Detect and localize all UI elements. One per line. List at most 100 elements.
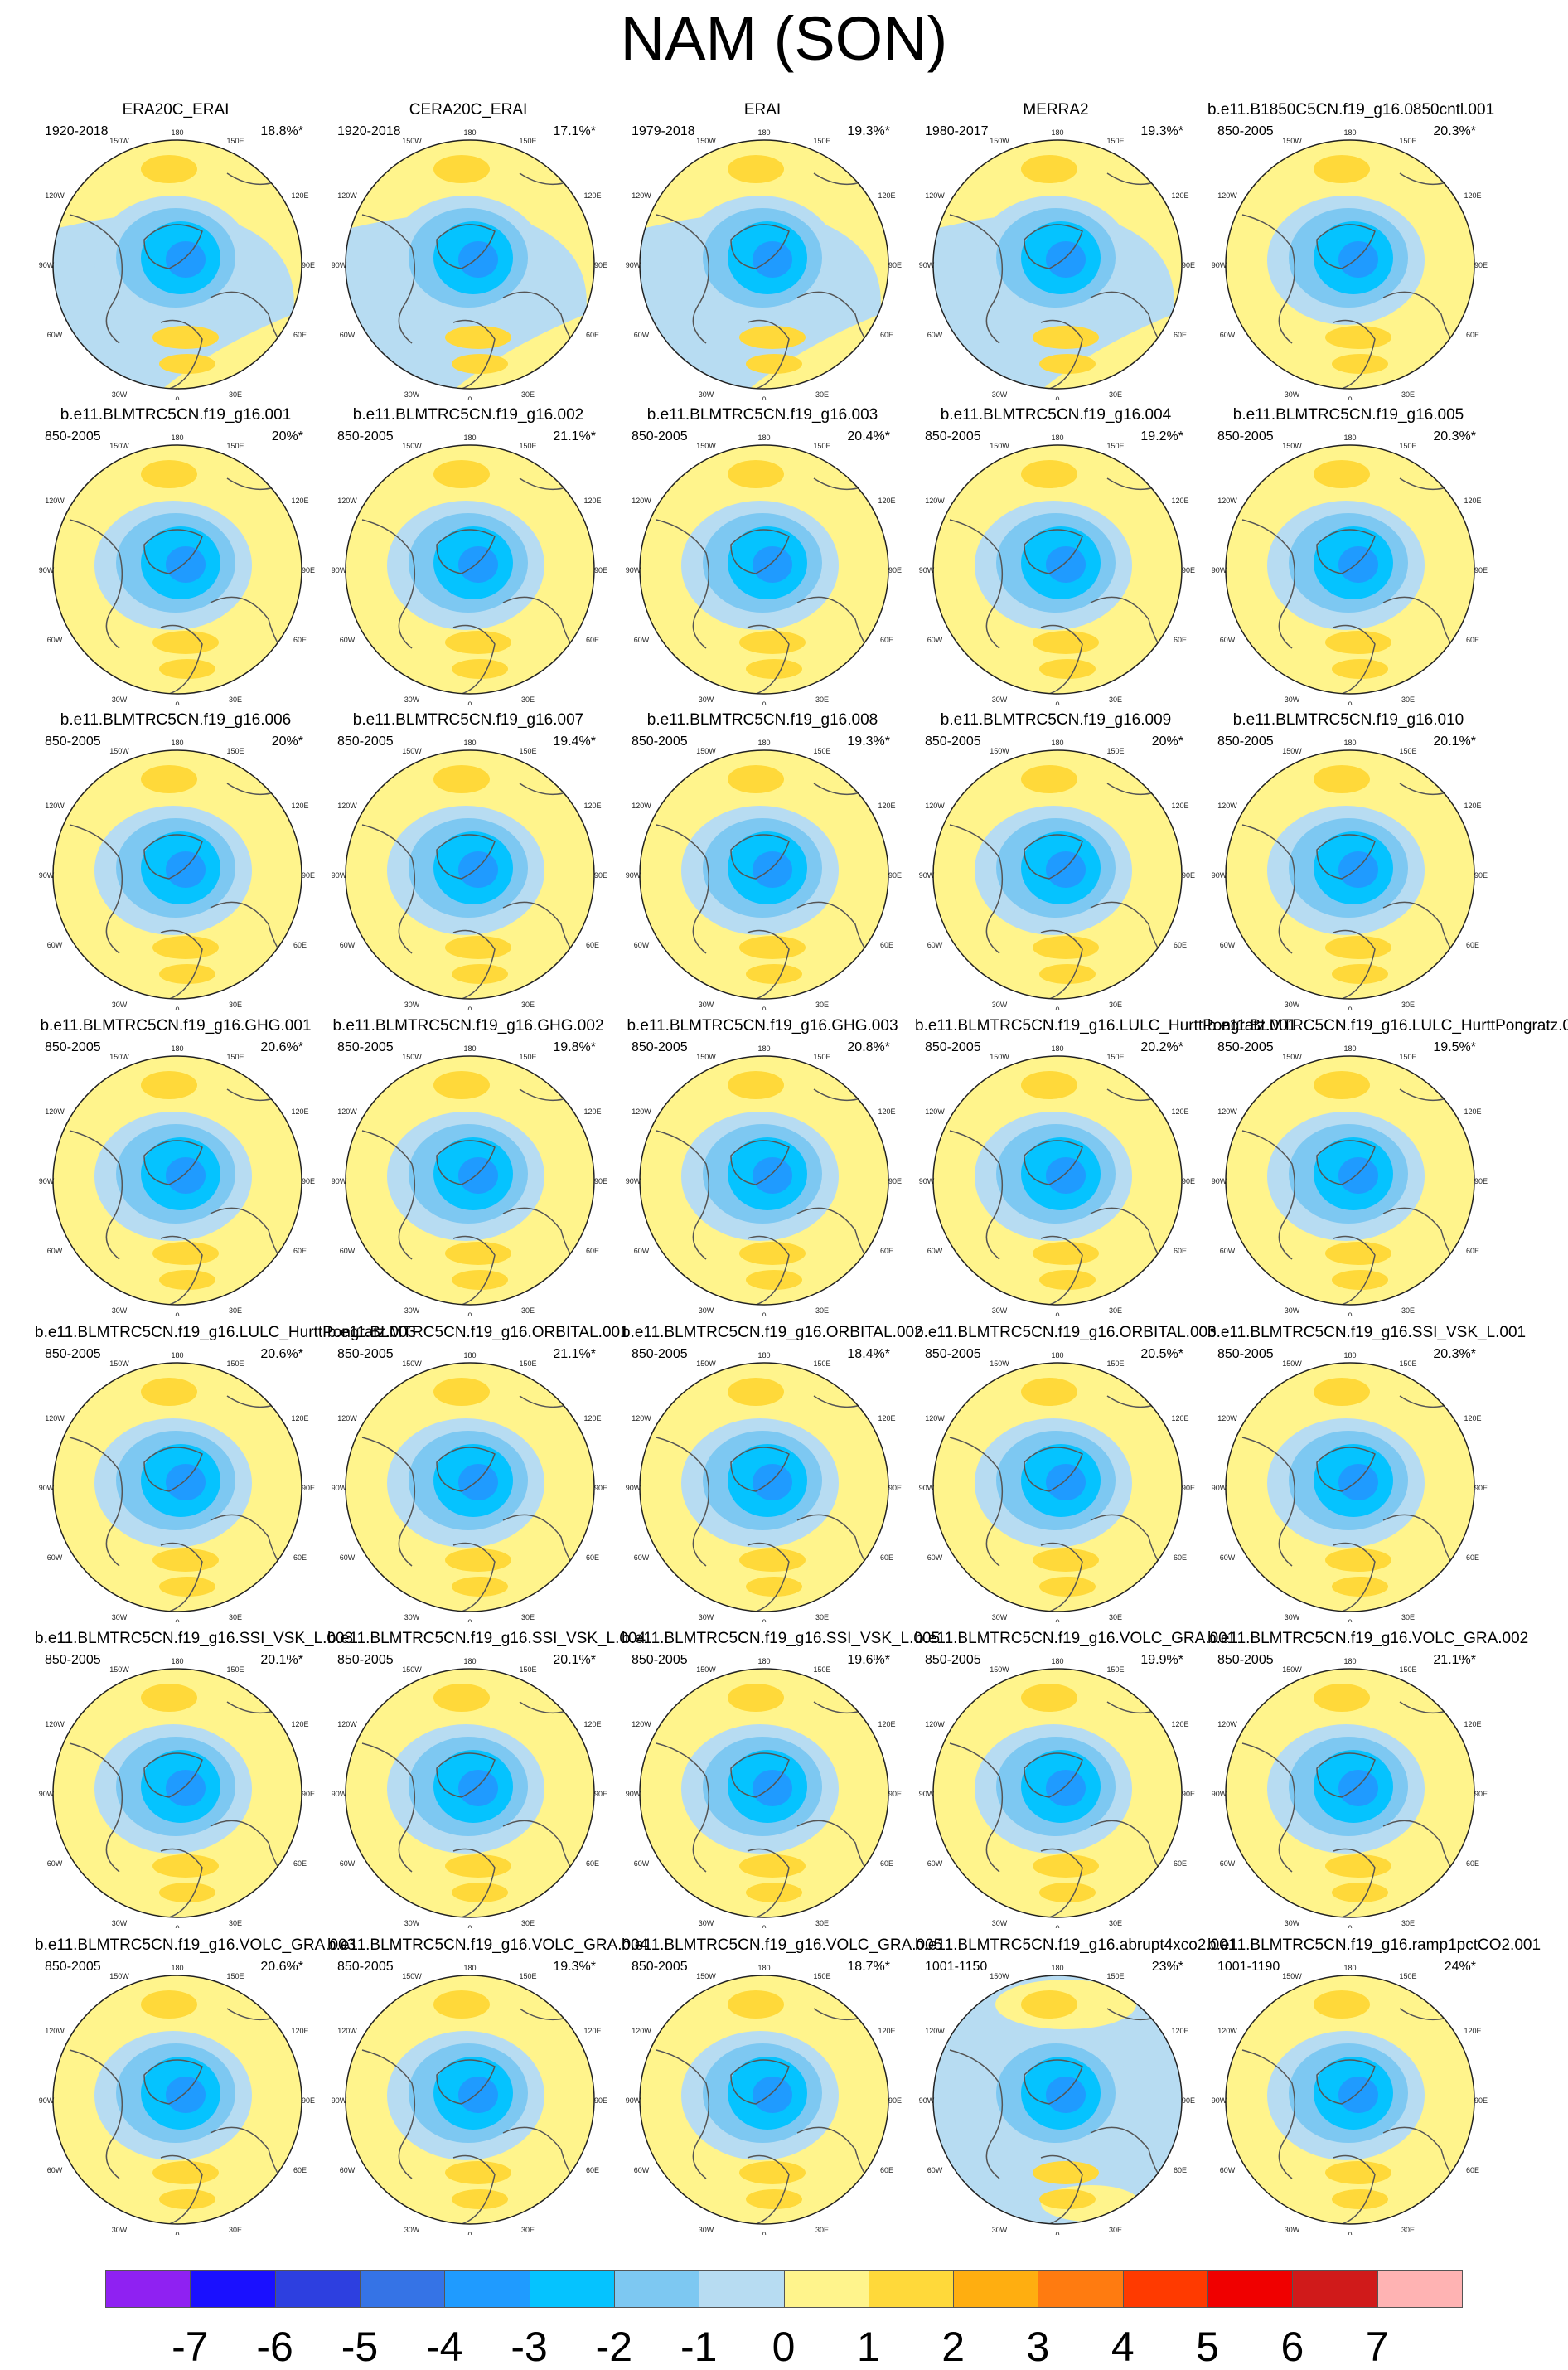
longitude-label: 90W <box>1212 1177 1227 1185</box>
longitude-label: 120E <box>1171 191 1188 200</box>
map-panel: 180 150W 150E 120W 120E 90W 90E 60W 60E 30W 30E 0 b.… <box>915 406 1197 705</box>
panel-name: b.e11.BLMTRC5CN.f19_g16.SSI_VSK_L.005 <box>622 1630 941 1647</box>
colorbar-label: -5 <box>341 2324 379 2370</box>
polar-map: 180 150W 150E 120W 120E 90W 90E 60W 60E 30W 30E 0 <box>332 1351 607 1622</box>
longitude-label: 0 <box>762 395 766 400</box>
longitude-label: 120W <box>45 497 65 505</box>
panel-period: 850-2005 <box>45 1347 101 1361</box>
longitude-label: 90W <box>332 1177 347 1185</box>
map-panel: 180 150W 150E 120W 120E 90W 90E 60W 60E 30W 30E 0 ER… <box>622 101 903 400</box>
longitude-label: 90W <box>332 871 347 880</box>
longitude-label: 120W <box>1217 191 1237 200</box>
panel-name: b.e11.B1850C5CN.f19_g16.0850cntl.001 <box>1207 101 1495 119</box>
polar-map: 180 150W 150E 120W 120E 90W 90E 60W 60E 30W 30E 0 <box>626 128 902 400</box>
longitude-label: 30W <box>1285 1919 1300 1927</box>
longitude-label: 30E <box>229 1919 242 1927</box>
polar-map: 180 150W 150E 120W 120E 90W 90E 60W 60E 30W 30E 0 <box>626 1351 902 1622</box>
longitude-label: 90E <box>302 1790 315 1798</box>
longitude-label: 60E <box>293 1859 307 1868</box>
longitude-label: 150W <box>1282 1665 1302 1674</box>
longitude-label: 30E <box>815 2226 829 2234</box>
longitude-label: 60W <box>1220 331 1236 339</box>
panel-period: 850-2005 <box>925 734 981 749</box>
longitude-label: 90W <box>919 1177 935 1185</box>
longitude-label: 60W <box>47 331 63 339</box>
longitude-label: 120W <box>45 802 65 810</box>
polar-map: 180 150W 150E 120W 120E 90W 90E 60W 60E 30W 30E 0 <box>39 1044 315 1316</box>
polar-map: 180 150W 150E 120W 120E 90W 90E 60W 60E 30W 30E 0 <box>39 128 315 400</box>
panel-variance-pct: 19.2%* <box>1140 429 1183 443</box>
longitude-label: 180 <box>1343 434 1356 442</box>
panel-name: b.e11.BLMTRC5CN.f19_g16.SSI_VSK_L.004 <box>327 1630 646 1647</box>
longitude-label: 120W <box>1217 497 1237 505</box>
longitude-label: 30E <box>229 1001 242 1009</box>
colorbar-label: 1 <box>856 2324 880 2370</box>
colorbar-label: 5 <box>1196 2324 1219 2370</box>
longitude-label: 90E <box>594 261 607 269</box>
polar-map: 180 150W 150E 120W 120E 90W 90E 60W 60E 30W 30E 0 <box>1212 1657 1488 1928</box>
longitude-label: 180 <box>171 434 183 442</box>
longitude-label: 60W <box>340 636 356 644</box>
colorbar-swatch <box>783 2270 869 2308</box>
longitude-label: 150W <box>402 1359 422 1368</box>
map-panel: 180 150W 150E 120W 120E 90W 90E 60W 60E 30W 30E 0 b.… <box>622 711 903 1010</box>
colorbar-label: 7 <box>1365 2324 1389 2370</box>
longitude-label: 180 <box>757 1657 770 1665</box>
longitude-label: 120W <box>1217 2027 1237 2035</box>
colorbar-label: -4 <box>426 2324 463 2370</box>
longitude-label: 90E <box>1474 2096 1488 2105</box>
longitude-label: 60E <box>586 1553 599 1562</box>
longitude-label: 60E <box>1174 1553 1187 1562</box>
longitude-label: 150E <box>1399 1665 1416 1674</box>
panel-variance-pct: 20.2%* <box>1140 1040 1183 1054</box>
longitude-label: 120E <box>1464 2027 1481 2035</box>
longitude-label: 30E <box>1109 695 1122 704</box>
longitude-label: 90E <box>1182 1177 1195 1185</box>
longitude-label: 30W <box>1285 390 1300 399</box>
longitude-label: 30E <box>521 2226 535 2234</box>
longitude-label: 30E <box>1401 1306 1415 1315</box>
longitude-label: 0 <box>1348 1618 1352 1622</box>
polar-map: 180 150W 150E 120W 120E 90W 90E 60W 60E 30W 30E 0 <box>332 1964 607 2235</box>
longitude-label: 150E <box>1106 137 1124 145</box>
longitude-label: 90E <box>302 871 315 880</box>
longitude-label: 120E <box>878 191 895 200</box>
longitude-label: 120E <box>878 497 895 505</box>
longitude-label: 30W <box>992 1001 1008 1009</box>
longitude-label: 150W <box>696 137 716 145</box>
polar-map: 180 150W 150E 120W 120E 90W 90E 60W 60E 30W 30E 0 <box>919 1964 1195 2235</box>
panel-variance-pct: 19.8%* <box>553 1040 596 1054</box>
longitude-label: 60W <box>927 1247 943 1255</box>
map-panel: 180 150W 150E 120W 120E 90W 90E 60W 60E 30W 30E 0 b.… <box>35 406 317 705</box>
longitude-label: 0 <box>467 2231 472 2235</box>
polar-map: 180 150W 150E 120W 120E 90W 90E 60W 60E 30W 30E 0 <box>919 1044 1195 1316</box>
panel-name: b.e11.BLMTRC5CN.f19_g16.SSI_VSK_L.003 <box>35 1630 354 1647</box>
longitude-label: 60W <box>47 2166 63 2174</box>
longitude-label: 150W <box>109 1053 129 1061</box>
longitude-label: 90E <box>302 566 315 574</box>
longitude-label: 120W <box>632 1107 651 1116</box>
longitude-label: 30W <box>699 1919 714 1927</box>
panel-period: 850-2005 <box>337 1653 394 1667</box>
panel-variance-pct: 23%* <box>1151 1960 1183 1974</box>
longitude-label: 0 <box>467 700 472 705</box>
longitude-label: 30W <box>992 1613 1008 1621</box>
map-panel: 180 150W 150E 120W 120E 90W 90E 60W 60E 30W 30E 0 b.… <box>1207 1630 1528 1928</box>
panel-variance-pct: 20.8%* <box>847 1040 890 1054</box>
map-panel: 180 150W 150E 120W 120E 90W 90E 60W 60E 30W 30E 0 b.… <box>1207 1936 1541 2235</box>
longitude-label: 60W <box>634 1247 650 1255</box>
panel-name: ERAI <box>743 101 782 119</box>
panel-period: 1980-2017 <box>925 124 989 138</box>
longitude-label: 30W <box>992 1306 1008 1315</box>
longitude-label: 60E <box>1466 1553 1479 1562</box>
longitude-label: 30W <box>992 390 1008 399</box>
polar-map: 180 150W 150E 120W 120E 90W 90E 60W 60E 30W 30E 0 <box>626 434 902 705</box>
longitude-label: 30W <box>112 2226 128 2234</box>
longitude-label: 60E <box>1466 636 1479 644</box>
longitude-label: 150E <box>226 137 244 145</box>
colorbar-swatch <box>699 2270 785 2308</box>
panel-name: b.e11.BLMTRC5CN.f19_g16.002 <box>352 406 584 424</box>
map-panel: 180 150W 150E 120W 120E 90W 90E 60W 60E 30W 30E 0 b.… <box>327 1630 646 1928</box>
longitude-label: 150W <box>696 1359 716 1368</box>
longitude-label: 90W <box>919 1484 935 1492</box>
